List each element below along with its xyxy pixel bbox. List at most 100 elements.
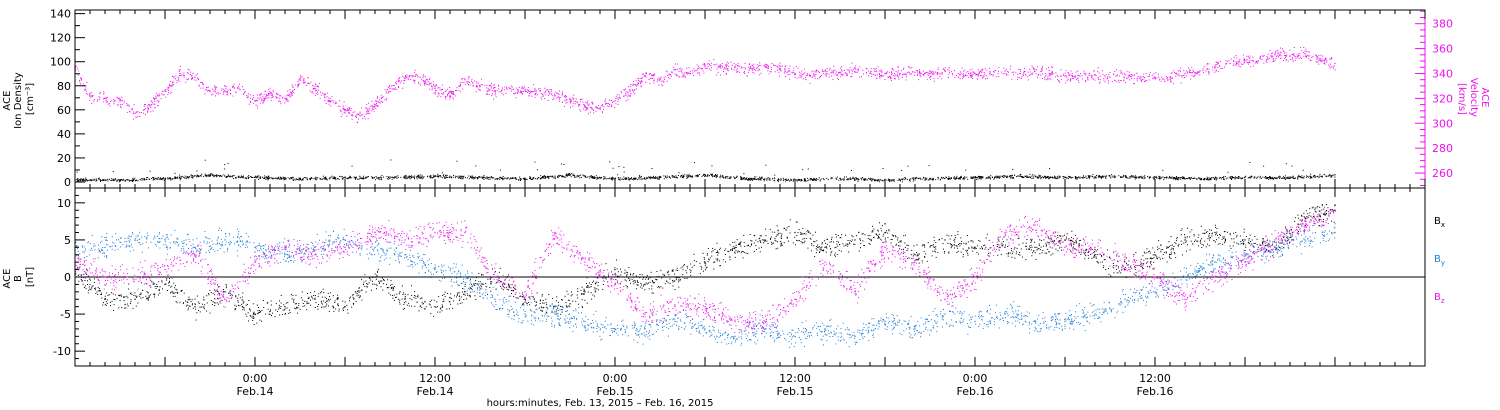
velocity-sample [784,66,786,68]
velocity-sample [103,93,105,95]
density-sample [682,175,684,177]
density-point [1019,175,1021,177]
velocity-sample [494,94,496,96]
velocity-sample [1296,54,1298,56]
density-sample [289,178,291,180]
velocity-sample [260,93,262,95]
velocity-sample [710,65,712,67]
velocity-sample [660,84,662,86]
density-sample [1193,177,1195,179]
density-sample [119,180,121,182]
velocity-sample [627,96,629,98]
velocity-sample [993,71,995,73]
density-sample [345,177,347,179]
density-sample [501,177,503,179]
velocity-sample [339,109,341,111]
density-sample [668,176,670,178]
velocity-point [764,65,766,67]
density-sample [620,177,622,179]
density-sample [411,176,413,178]
velocity-sample [893,73,895,75]
density-sample [325,179,327,181]
density-sample [996,175,998,177]
velocity-sample [680,67,682,69]
density-sample [1237,177,1239,179]
density-sample [840,178,842,180]
velocity-sample [127,104,129,106]
density-sample [711,174,713,176]
velocity-sample [144,113,146,115]
velocity-sample [1309,59,1311,61]
velocity-sample [1113,74,1115,76]
velocity-sample [575,98,577,100]
velocity-sample [951,72,953,74]
density-sample [472,176,474,178]
density-sample [1303,175,1305,177]
density-sample [366,177,368,179]
velocity-sample [965,74,967,76]
density-sample [224,168,226,170]
density-sample [1037,176,1039,178]
velocity-sample [395,83,397,85]
velocity-sample [1205,70,1207,72]
velocity-sample [323,94,325,96]
velocity-sample [1098,82,1100,84]
density-sample [665,176,667,178]
velocity-sample [477,88,479,90]
velocity-sample [535,93,537,95]
density-sample [1235,176,1237,178]
velocity-sample [1142,76,1144,78]
velocity-sample [876,70,878,72]
density-sample [1282,176,1284,178]
velocity-sample [989,70,991,72]
velocity-sample [686,67,688,69]
velocity-sample [891,68,893,70]
velocity-sample [1297,56,1299,58]
velocity-sample [113,101,115,103]
velocity-sample [1007,74,1009,76]
density-sample [474,177,476,179]
density-sample [417,175,419,177]
velocity-sample [434,87,436,89]
density-sample [1253,176,1255,178]
velocity-sample [793,72,795,74]
velocity-point [1004,70,1006,72]
velocity-sample [814,71,816,73]
velocity-sample [356,114,358,116]
density-sample [562,175,564,177]
density-sample [1270,178,1272,180]
velocity-sample [1312,56,1314,58]
velocity-sample [498,85,500,87]
density-sample [676,177,678,179]
velocity-sample [317,93,319,95]
velocity-sample [981,70,983,72]
velocity-sample [316,91,318,93]
velocity-sample [660,78,662,80]
velocity-sample [645,76,647,78]
density-sample [267,178,269,180]
density-sample [85,178,87,180]
density-sample [914,177,916,179]
velocity-sample [373,106,375,108]
density-sample [972,177,974,179]
velocity-sample [191,75,193,77]
velocity-sample [937,72,939,74]
velocity-sample [519,92,521,94]
density-sample [520,177,522,179]
velocity-sample [1331,58,1333,60]
density-sample [554,175,556,177]
density-sample [207,175,209,177]
density-sample [671,174,673,176]
velocity-sample [257,100,259,102]
velocity-sample [704,64,706,66]
velocity-sample [1293,53,1295,55]
velocity-point [209,90,211,92]
density-sample [543,176,545,178]
velocity-sample [490,87,492,89]
velocity-sample [881,71,883,73]
density-sample [694,162,696,164]
velocity-sample [614,107,616,109]
density-sample [1288,177,1290,179]
density-sample [855,177,857,179]
density-sample [706,175,708,177]
